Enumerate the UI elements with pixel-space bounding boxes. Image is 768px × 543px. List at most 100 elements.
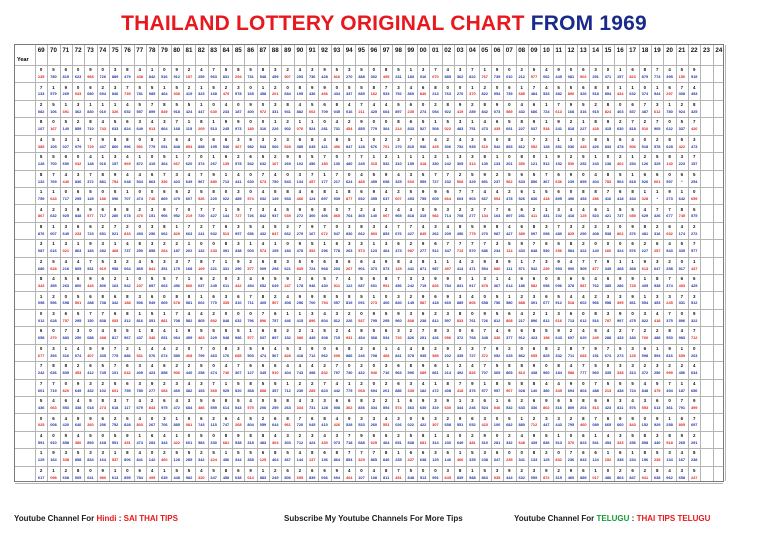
result-digit: 3	[163, 258, 166, 264]
result-digit: 3	[545, 258, 548, 264]
result-number: 784	[136, 474, 143, 480]
result-digit: 1	[187, 119, 191, 125]
result-number: 712	[308, 352, 316, 358]
result-number: 007	[50, 230, 57, 236]
result-number: 177	[321, 178, 328, 184]
result-digit: 5	[384, 311, 388, 317]
result-digit: 1	[458, 398, 462, 404]
result-digit: 7	[582, 258, 585, 264]
result-number: 492	[456, 370, 464, 376]
result-digit: 4	[397, 171, 400, 177]
result-digit: 5	[594, 363, 597, 369]
result-digit: 4	[150, 467, 154, 473]
result-digit: 0	[582, 171, 585, 177]
result-digit: 7	[643, 102, 647, 108]
result-digit: 7	[335, 276, 339, 282]
result-number: 134	[666, 457, 673, 463]
grid-col-line	[170, 45, 172, 481]
result-digit: 6	[200, 415, 203, 421]
result-number: 896	[259, 317, 267, 323]
result-number: 917	[469, 283, 476, 289]
grid-col-line	[145, 45, 147, 481]
result-number: 651	[395, 439, 402, 445]
result-digit: 4	[347, 467, 351, 473]
result-number: 491	[124, 439, 131, 445]
result-digit: 1	[557, 432, 560, 438]
result-number: 783	[604, 178, 612, 184]
result-digit: 6	[680, 171, 684, 177]
result-digit: 3	[237, 84, 240, 90]
result-number: 052	[493, 352, 501, 358]
result-digit: 6	[619, 450, 622, 456]
result-number: 454	[604, 439, 612, 445]
result-digit: 9	[286, 276, 289, 282]
result-digit: 6	[483, 398, 486, 404]
result-number: 283	[148, 439, 156, 445]
result-number: 089	[592, 422, 599, 428]
result-number: 746	[148, 195, 156, 201]
grid-col-line	[35, 45, 36, 481]
result-digit: 4	[458, 258, 462, 264]
result-digit: 0	[372, 380, 376, 386]
result-digit: 9	[249, 102, 252, 108]
result-digit: 2	[274, 154, 277, 160]
result-number: 632	[259, 161, 267, 167]
result-digit: 6	[64, 154, 68, 160]
result-digit: 0	[508, 67, 511, 73]
result-digit: 6	[323, 258, 326, 264]
result-number: 503	[247, 352, 254, 358]
result-number: 295	[74, 317, 82, 323]
result-number: 901	[358, 265, 365, 271]
result-number: 694	[370, 387, 378, 393]
result-number: 241	[198, 230, 205, 236]
result-number: 647	[653, 265, 661, 271]
result-digit: 4	[508, 276, 511, 282]
result-number: 037	[198, 283, 205, 289]
result-digit: 2	[557, 467, 560, 473]
result-number: 036	[567, 143, 575, 149]
result-number: 270	[345, 74, 353, 80]
result-digit: 4	[126, 171, 129, 177]
result-number: 752	[111, 422, 119, 428]
result-digit: 1	[150, 67, 154, 73]
result-number: 629	[641, 213, 649, 219]
result-number: 288	[604, 335, 612, 341]
year-header-cell: 09	[530, 47, 538, 54]
result-digit: 7	[655, 67, 659, 73]
grid-col-line	[96, 45, 98, 481]
result-number: 755	[124, 387, 131, 393]
result-digit: 6	[520, 328, 523, 334]
result-number: 062	[161, 230, 168, 236]
result-number: 393	[50, 352, 57, 358]
result-number: 893	[87, 439, 94, 445]
result-number: 940	[370, 370, 378, 376]
result-digit: 3	[113, 398, 117, 404]
result-number: 087	[37, 248, 45, 254]
result-digit: 2	[298, 380, 302, 386]
result-digit: 1	[224, 450, 228, 456]
result-number: 987	[407, 248, 415, 254]
result-digit: 6	[126, 380, 129, 386]
result-digit: 9	[483, 311, 486, 317]
result-number: 165	[247, 91, 254, 97]
result-digit: 7	[655, 206, 659, 212]
result-number: 424	[185, 108, 193, 114]
result-digit: 5	[200, 328, 203, 334]
grid-col-line	[503, 45, 505, 481]
result-digit: 6	[89, 293, 92, 299]
result-digit: 0	[335, 206, 339, 212]
result-digit: 0	[249, 84, 252, 90]
result-number: 187	[173, 248, 180, 254]
result-digit: 6	[532, 398, 536, 404]
result-digit: 3	[655, 363, 659, 369]
result-number: 054	[432, 108, 439, 114]
result-number: 067	[382, 213, 390, 219]
chart-title-main: THAILAND LOTTERY ORIGINAL CHART	[121, 12, 525, 35]
result-number: 368	[247, 457, 254, 463]
result-number: 886	[395, 387, 402, 393]
result-digit: 4	[421, 380, 425, 386]
result-digit: 8	[126, 67, 129, 73]
result-number: 372	[456, 335, 464, 341]
result-number: 854	[185, 143, 193, 149]
result-digit: 9	[76, 415, 80, 421]
